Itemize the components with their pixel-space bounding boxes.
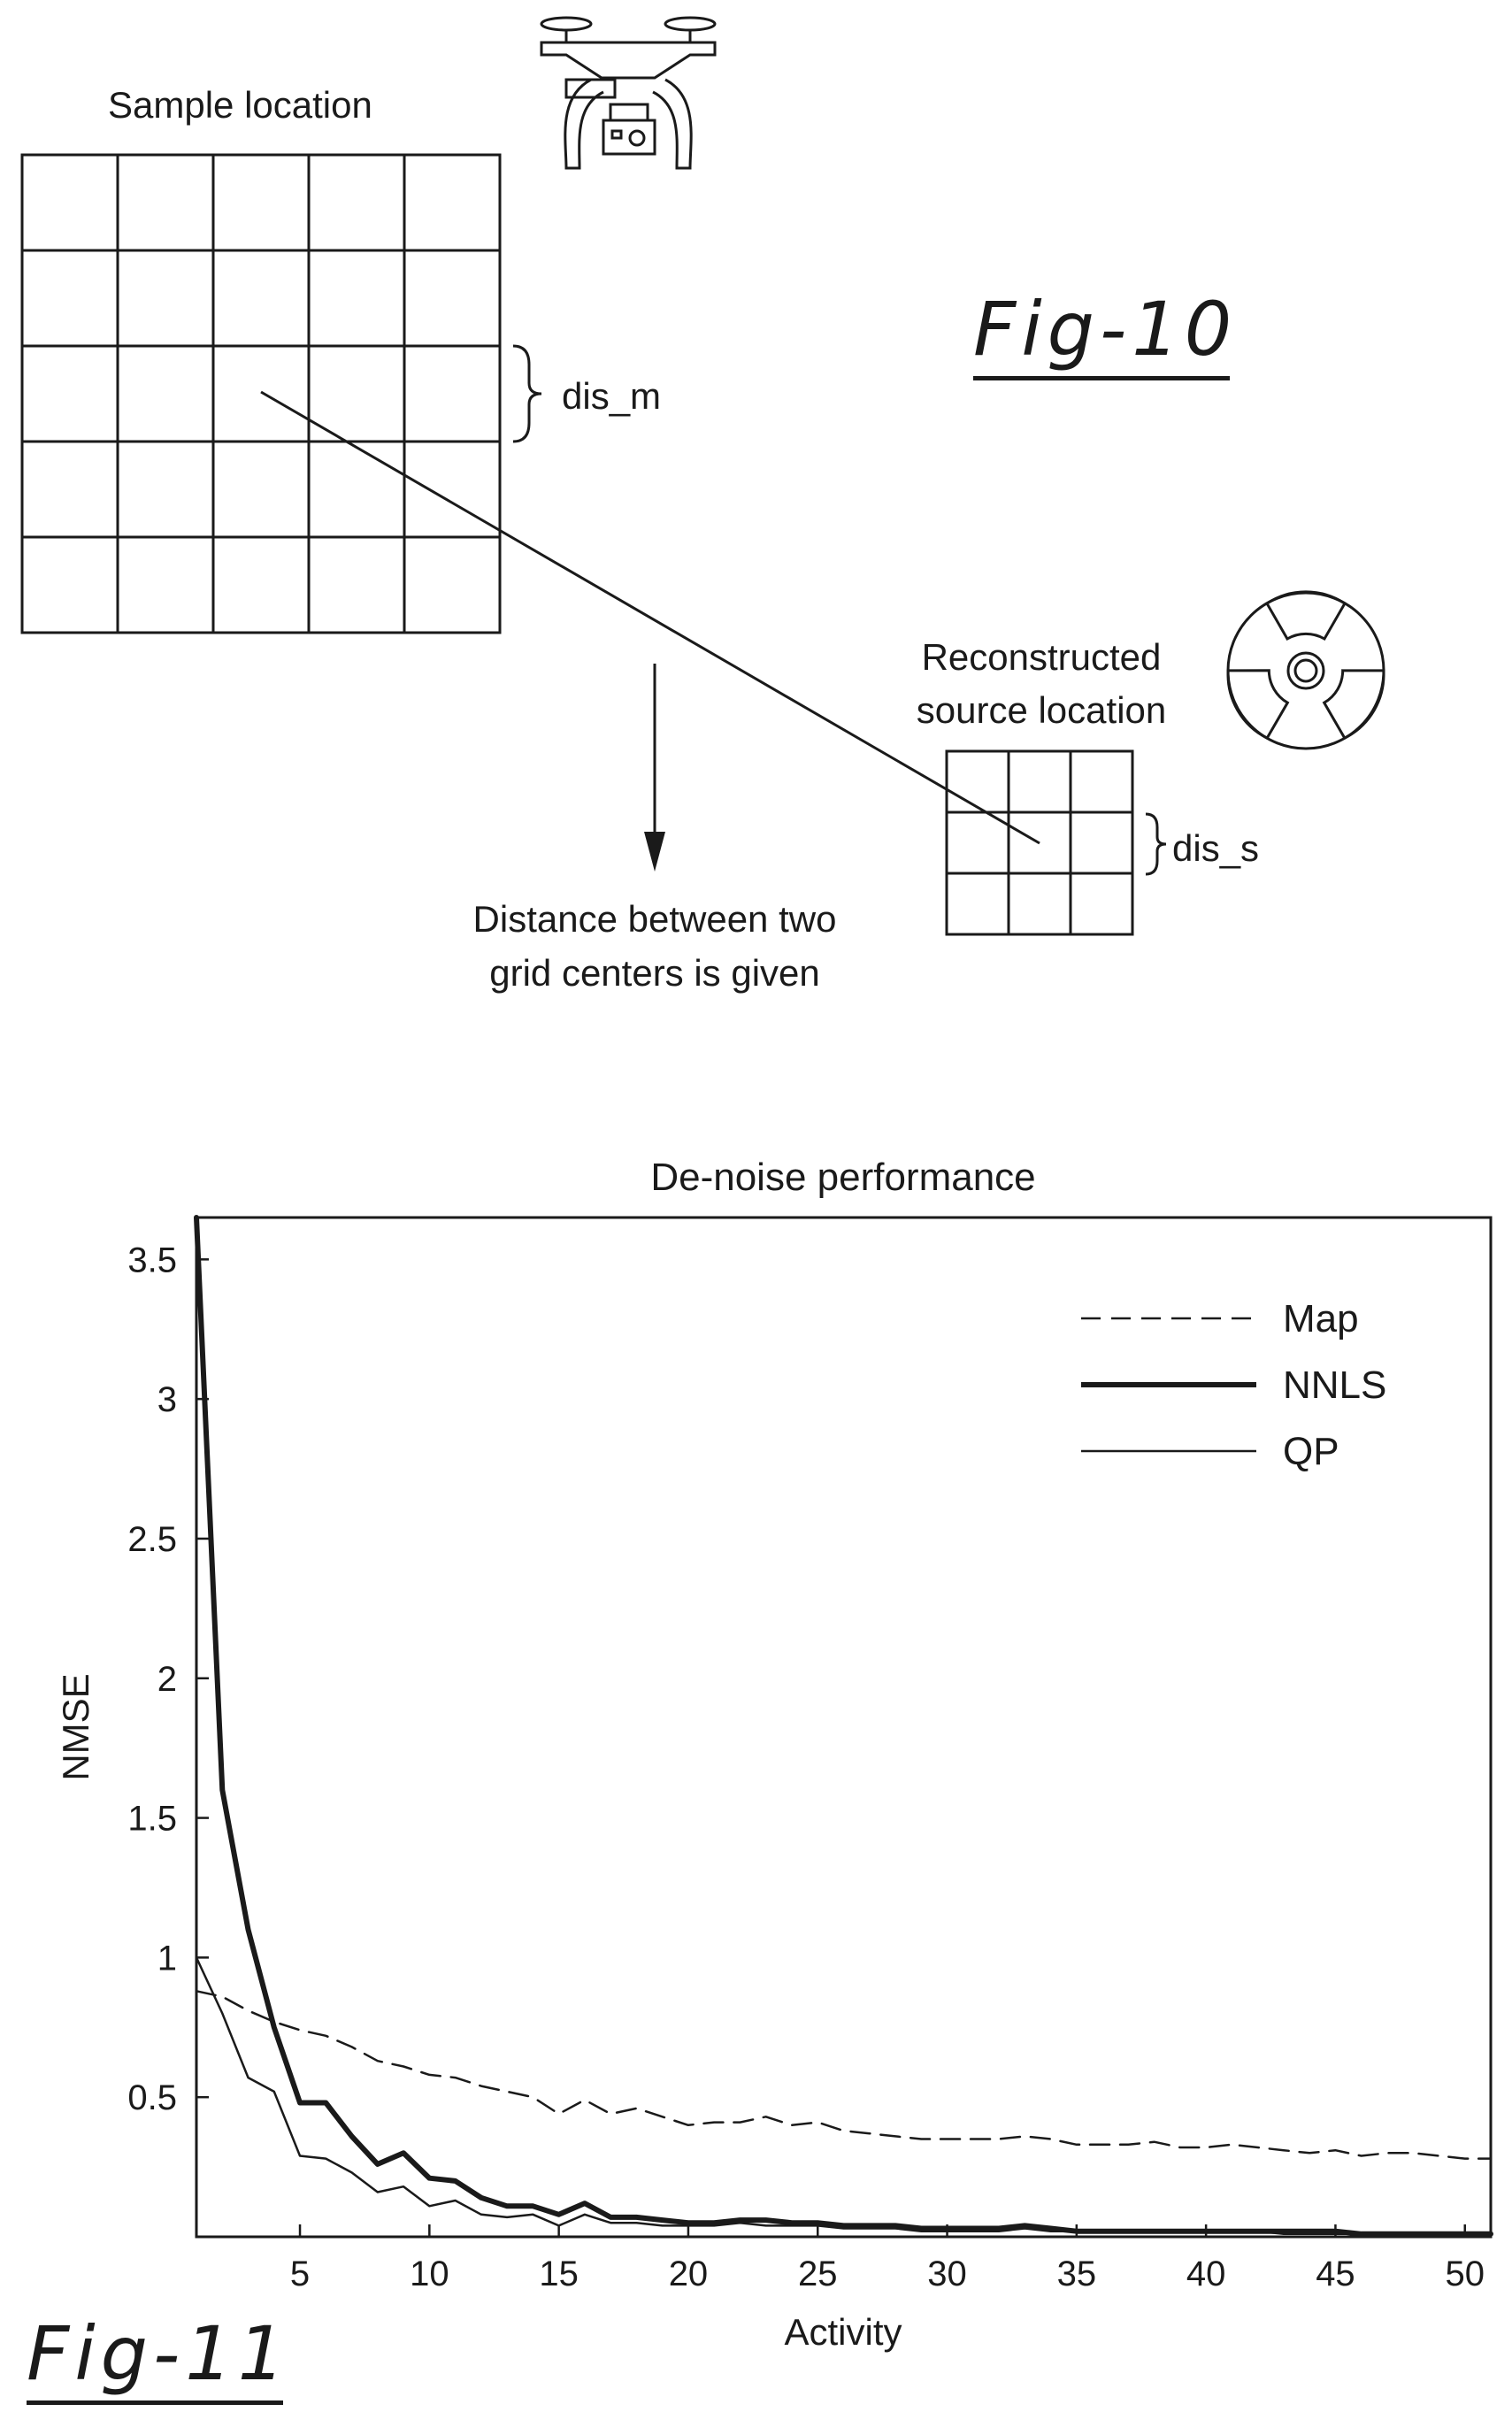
x-tick-label: 10 (410, 2254, 449, 2293)
fig10-underline (973, 376, 1230, 380)
x-tick-label: 25 (798, 2254, 838, 2293)
x-axis-label: Activity (784, 2311, 902, 2353)
y-tick-label: 1.5 (127, 1800, 177, 1839)
y-tick-label: 2 (157, 1660, 177, 1699)
x-tick-label: 40 (1186, 2254, 1226, 2293)
y-axis-label: NMSE (55, 1673, 96, 1780)
x-tick-label: 15 (539, 2254, 579, 2293)
y-tick-label: 1 (157, 1939, 177, 1978)
legend-nnls-label: NNLS (1283, 1363, 1386, 1407)
y-tick-label: 3 (157, 1380, 177, 1419)
dis-m-label: dis_m (562, 375, 662, 417)
x-tick-label: 20 (669, 2254, 709, 2293)
x-tick-label: 5 (290, 2254, 310, 2293)
x-tick-label: 35 (1057, 2254, 1097, 2293)
x-tick-label: 45 (1316, 2254, 1355, 2293)
sample-grid (20, 153, 502, 634)
drone-icon (540, 16, 717, 170)
sample-location-label: Sample location (108, 84, 372, 126)
x-tick-label: 30 (927, 2254, 967, 2293)
distance-caption-line2: grid centers is given (489, 952, 820, 994)
down-arrow-icon (644, 664, 665, 872)
y-tick-label: 3.5 (127, 1241, 177, 1279)
y-tick-label: 0.5 (127, 2078, 177, 2117)
center-connection-line (260, 390, 1040, 845)
reconstructed-label-line1: Reconstructed (921, 636, 1162, 678)
series-line-nnls (194, 1215, 1493, 2237)
dis-s-brace (1145, 812, 1167, 876)
legend-qp-label: QP (1283, 1430, 1339, 1473)
plot-frame (195, 1216, 1493, 2239)
series-line-map (195, 1990, 1493, 2160)
y-tick-label: 2.5 (127, 1520, 177, 1559)
legend-map-label: Map (1283, 1297, 1359, 1340)
chart-legend: Map NNLS QP (1081, 1297, 1386, 1473)
fig11-underline (27, 2400, 283, 2405)
distance-caption-line1: Distance between two (472, 898, 837, 940)
fig10-diagram (20, 16, 1385, 936)
fig10-label: Fig-10 (973, 286, 1238, 373)
fig11-label: Fig-11 (27, 2310, 291, 2397)
radiation-icon (1226, 590, 1385, 750)
chart-title: De-noise performance (650, 1156, 1035, 1199)
x-tick-label: 50 (1445, 2254, 1485, 2293)
reconstructed-grid (945, 749, 1134, 936)
dis-m-brace (512, 344, 542, 443)
series-line-qp (195, 1956, 1493, 2236)
dis-s-label: dis_s (1172, 827, 1260, 869)
reconstructed-label-line2: source location (916, 689, 1167, 731)
